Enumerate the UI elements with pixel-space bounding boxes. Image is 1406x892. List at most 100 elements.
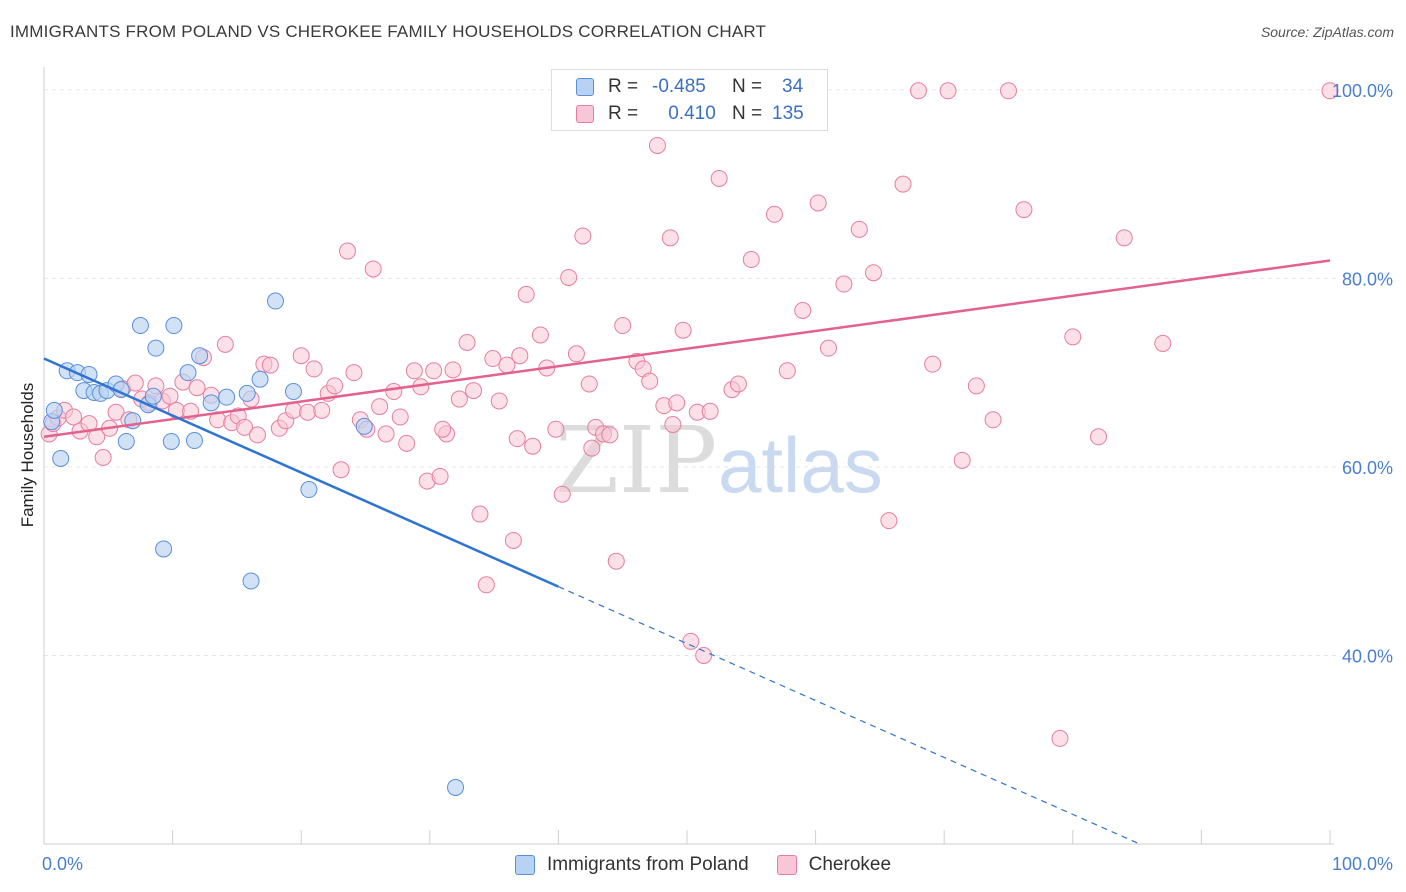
point-cherokee: [695, 646, 713, 664]
point-cherokee: [465, 382, 483, 400]
trend-line-poland: [43, 357, 559, 588]
point-cherokee: [953, 451, 971, 469]
series-name-poland: Immigrants from Poland: [546, 854, 749, 875]
legend-swatch-cherokee: [576, 105, 594, 123]
point-poland: [144, 387, 162, 405]
point-cherokee: [338, 242, 356, 260]
point-cherokee: [364, 260, 382, 278]
source-credit: Source: ZipAtlas.com: [1260, 24, 1394, 40]
point-poland: [52, 449, 70, 467]
point-cherokee: [641, 372, 659, 390]
point-cherokee: [1321, 82, 1339, 100]
point-cherokee: [1064, 328, 1082, 346]
point-cherokee: [504, 531, 522, 549]
point-cherokee: [742, 251, 760, 269]
point-cherokee: [607, 552, 625, 570]
watermark-atlas: atlas: [718, 421, 883, 509]
point-cherokee: [553, 485, 571, 503]
point-cherokee: [778, 362, 796, 380]
point-poland: [147, 339, 165, 357]
point-cherokee: [765, 205, 783, 223]
point-cherokee: [729, 375, 747, 393]
point-cherokee: [1115, 229, 1133, 247]
point-cherokee: [161, 387, 179, 405]
series-legend-cherokee: Cherokee: [776, 854, 891, 876]
point-cherokee: [967, 377, 985, 395]
point-cherokee: [601, 426, 619, 444]
point-cherokee: [583, 439, 601, 457]
point-cherokee: [701, 402, 719, 420]
point-poland: [191, 347, 209, 365]
point-cherokee: [371, 398, 389, 416]
legend-n-label: N =: [732, 76, 763, 97]
chart-title: IMMIGRANTS FROM POLAND VS CHEROKEE FAMIL…: [10, 22, 767, 41]
point-cherokee: [517, 285, 535, 303]
point-cherokee: [107, 403, 125, 421]
point-cherokee: [425, 362, 443, 380]
series-swatch-cherokee: [776, 855, 797, 875]
point-cherokee: [236, 418, 254, 436]
point-cherokee: [261, 356, 279, 374]
point-cherokee: [580, 375, 598, 393]
point-cherokee: [710, 169, 728, 187]
point-cherokee: [385, 383, 403, 401]
point-cherokee: [909, 82, 927, 100]
point-cherokee: [248, 426, 266, 444]
point-cherokee: [345, 364, 363, 382]
point-poland: [251, 370, 269, 388]
point-poland: [218, 388, 236, 406]
point-cherokee: [682, 632, 700, 650]
point-cherokee: [188, 379, 206, 397]
point-cherokee: [216, 335, 234, 353]
point-cherokee: [1000, 82, 1017, 100]
point-cherokee: [458, 333, 476, 351]
point-cherokee: [484, 350, 502, 368]
point-poland: [202, 394, 220, 412]
series-swatch-poland: [514, 855, 535, 875]
legend-n-label: N =: [732, 103, 763, 124]
point-cherokee: [794, 301, 812, 319]
stats-legend: R = -0.485 N = 34 R = 0.410 N = 135: [551, 69, 828, 131]
tick-labels: 40.0% 60.0% 80.0% 100.0% 0.0% 100.0%: [42, 81, 1393, 874]
point-poland: [266, 292, 284, 310]
point-cherokee: [313, 401, 331, 419]
y-tick-label: 40.0%: [1342, 646, 1393, 666]
point-cherokee: [444, 361, 462, 379]
point-cherokee: [126, 374, 144, 392]
point-poland: [238, 384, 256, 402]
point-cherokee: [648, 136, 666, 154]
point-poland: [155, 540, 173, 558]
point-poland: [165, 317, 183, 335]
legend-r-value: -0.485: [652, 76, 706, 97]
point-cherokee: [471, 505, 489, 523]
legend-swatch-poland: [576, 78, 594, 96]
point-poland: [284, 383, 302, 401]
point-cherokee: [326, 377, 344, 395]
point-cherokee: [434, 420, 452, 438]
point-cherokee: [490, 392, 508, 410]
point-poland: [179, 364, 197, 382]
cherokee-points: [40, 82, 1339, 747]
trend-line-poland-extension: [558, 586, 1140, 845]
point-cherokee: [574, 227, 592, 245]
point-cherokee: [560, 268, 578, 286]
point-cherokee: [391, 408, 409, 426]
point-cherokee: [664, 416, 682, 434]
point-poland: [300, 481, 318, 499]
point-cherokee: [477, 576, 495, 594]
point-cherokee: [405, 362, 423, 380]
point-cherokee: [299, 403, 317, 421]
point-cherokee: [508, 430, 526, 448]
point-cherokee: [880, 512, 898, 530]
point-poland: [185, 432, 203, 450]
point-cherokee: [511, 347, 529, 365]
point-cherokee: [531, 326, 549, 344]
x-tick-label-min: 0.0%: [42, 854, 83, 874]
point-cherokee: [398, 434, 416, 452]
y-axis-label: Family Households: [18, 382, 37, 528]
axes: [43, 67, 1334, 845]
point-cherokee: [924, 355, 942, 373]
y-tick-label: 100.0%: [1332, 81, 1393, 101]
point-cherokee: [450, 390, 468, 408]
point-poland: [242, 572, 260, 590]
